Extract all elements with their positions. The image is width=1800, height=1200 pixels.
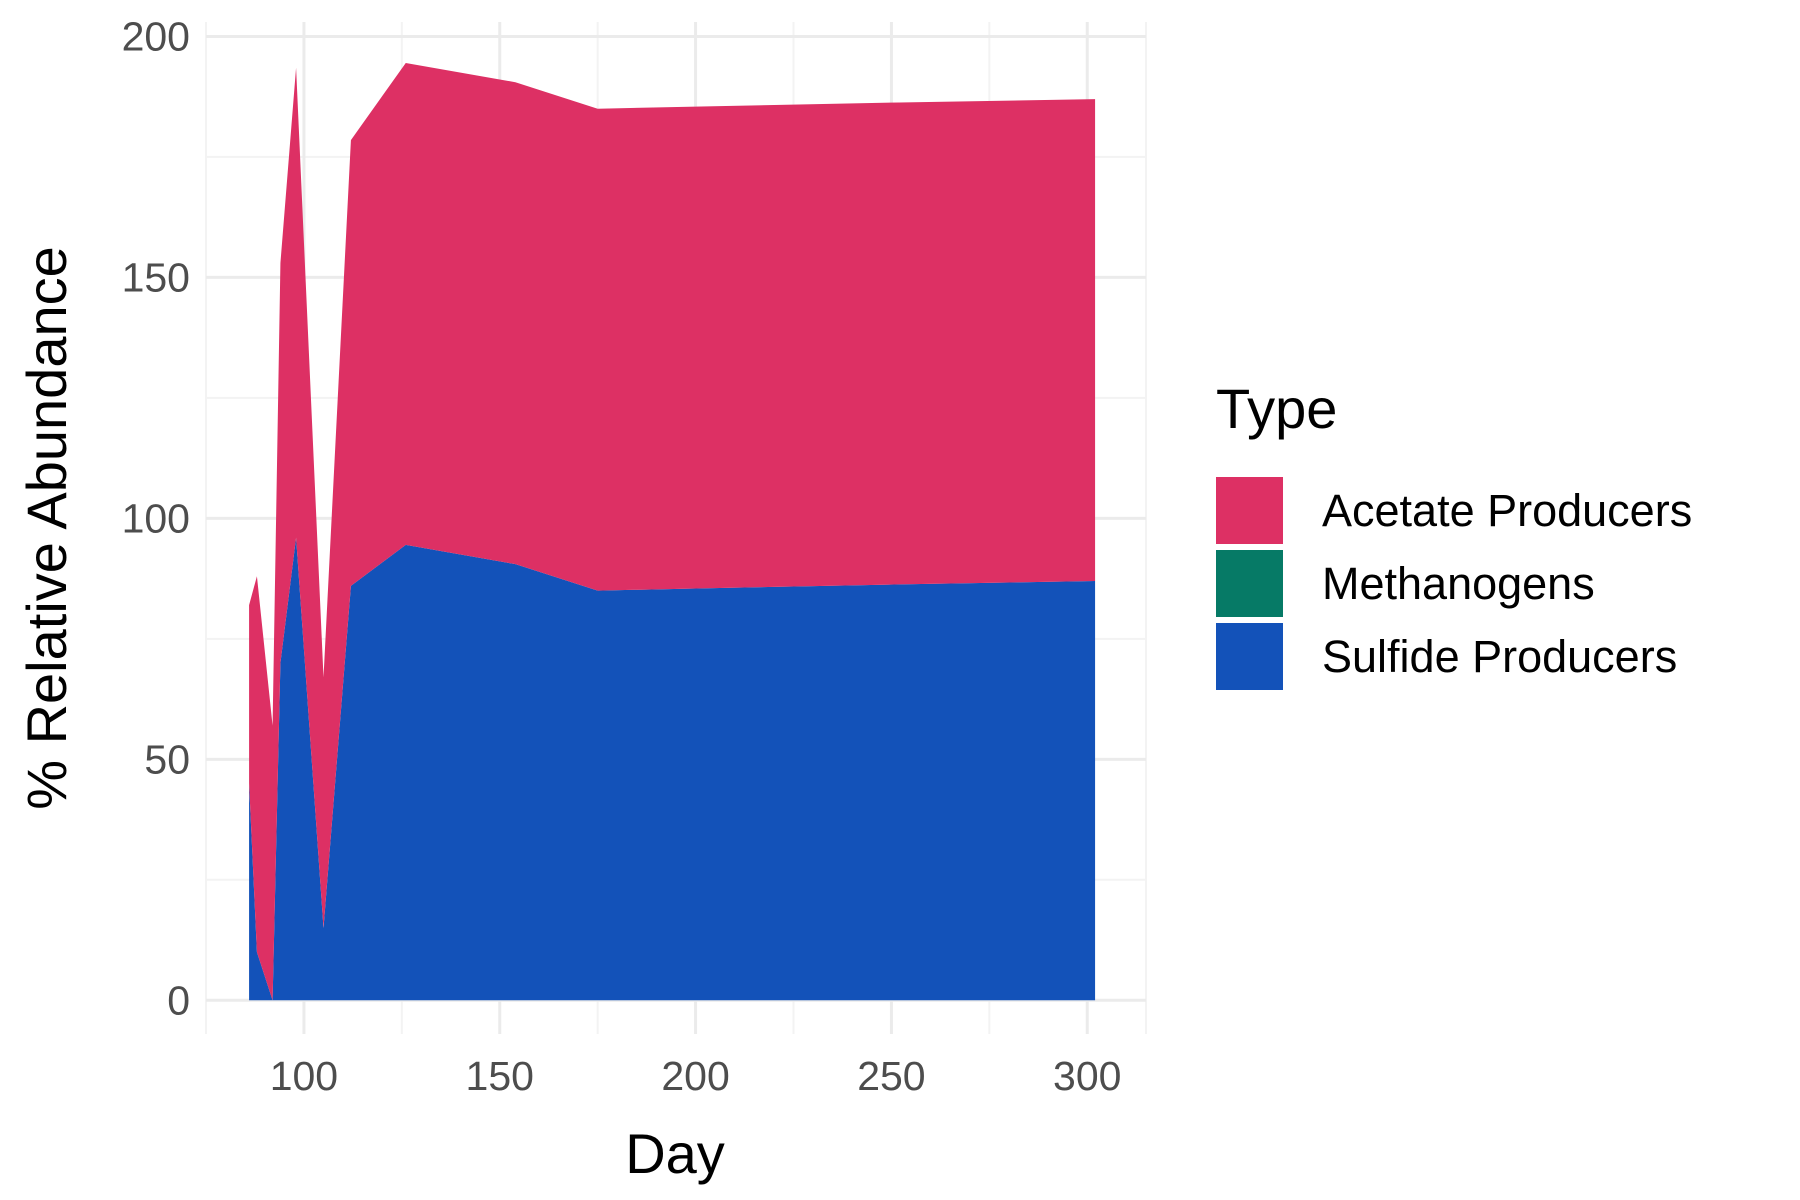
plot-areas xyxy=(249,62,1096,1001)
x-tick-label: 200 xyxy=(661,1053,729,1099)
legend-title: Type xyxy=(1216,377,1337,440)
y-tick-label: 100 xyxy=(122,495,190,541)
legend-swatch-sulfide-producers xyxy=(1216,623,1283,690)
x-tick-label: 300 xyxy=(1053,1053,1121,1099)
y-tick-label: 150 xyxy=(122,254,190,300)
y-axis-ticks: 0 50 100 150 200 xyxy=(122,13,190,1023)
legend: Type Acetate Producers Methanogens Sulfide… xyxy=(1216,377,1692,690)
area-acetate-producers xyxy=(249,62,1096,1001)
y-tick-label: 50 xyxy=(144,736,190,782)
x-tick-label: 100 xyxy=(270,1053,338,1099)
area-sulfide-producers xyxy=(249,537,1096,1001)
legend-label-methanogens: Methanogens xyxy=(1322,558,1595,609)
legend-label-acetate-producers: Acetate Producers xyxy=(1322,485,1692,536)
y-tick-label: 0 xyxy=(167,977,190,1023)
legend-swatch-methanogens xyxy=(1216,550,1283,617)
y-tick-label: 200 xyxy=(122,13,190,59)
y-axis-title: % Relative Abundance xyxy=(15,246,78,810)
x-tick-label: 150 xyxy=(466,1053,534,1099)
legend-label-sulfide-producers: Sulfide Producers xyxy=(1322,631,1677,682)
x-axis-title: Day xyxy=(625,1122,725,1185)
x-tick-label: 250 xyxy=(857,1053,925,1099)
legend-swatch-acetate-producers xyxy=(1216,477,1283,544)
x-axis-ticks: 100 150 200 250 300 xyxy=(270,1053,1122,1099)
